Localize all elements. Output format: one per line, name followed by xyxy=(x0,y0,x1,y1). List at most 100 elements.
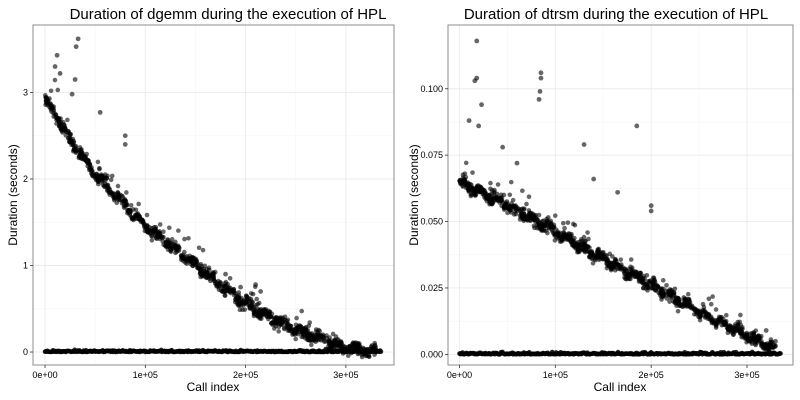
x-tick-label: 1e+05 xyxy=(543,370,568,380)
data-point xyxy=(647,281,653,286)
data-point xyxy=(131,216,137,221)
data-point xyxy=(697,312,702,317)
data-point xyxy=(744,339,749,345)
data-point xyxy=(250,291,256,297)
data-point xyxy=(660,278,666,283)
data-point xyxy=(733,328,739,334)
outlier-point xyxy=(474,38,480,44)
data-point xyxy=(227,285,233,291)
data-point xyxy=(83,154,88,159)
data-point xyxy=(97,165,102,171)
data-point xyxy=(736,328,742,334)
data-point xyxy=(464,181,469,187)
data-point xyxy=(169,237,175,242)
y-tick-label: 0.075 xyxy=(420,150,443,160)
data-point xyxy=(723,322,729,327)
data-point xyxy=(176,228,181,233)
data-point xyxy=(105,187,110,193)
data-point xyxy=(136,201,141,207)
data-point xyxy=(572,235,577,241)
data-point xyxy=(687,298,692,303)
data-point xyxy=(470,170,475,175)
outlier-point xyxy=(634,123,640,129)
x-tick-label: 3e+05 xyxy=(734,370,759,380)
data-point xyxy=(551,231,556,236)
outlier-point xyxy=(763,328,769,333)
data-point xyxy=(683,297,688,303)
data-point xyxy=(217,283,222,289)
data-point xyxy=(674,303,679,309)
data-point xyxy=(664,293,670,298)
data-point xyxy=(659,290,665,296)
data-point xyxy=(115,183,121,189)
data-point xyxy=(770,345,776,350)
data-point xyxy=(183,260,188,265)
data-point xyxy=(565,235,571,241)
data-point xyxy=(125,210,130,216)
data-point xyxy=(755,333,761,339)
data-point xyxy=(47,96,52,101)
data-point xyxy=(299,308,305,314)
x-axis-title: Call index xyxy=(187,380,240,394)
data-point xyxy=(198,261,204,267)
data-point xyxy=(598,252,603,258)
data-point xyxy=(740,326,745,332)
y-axis: 0 1 2 3 xyxy=(23,87,33,357)
outlier-point xyxy=(537,89,543,94)
data-point xyxy=(109,173,115,179)
data-point xyxy=(636,273,641,279)
data-point xyxy=(495,182,501,187)
x-axis: 0e+00 1e+05 2e+05 3e+05 xyxy=(32,365,359,380)
data-point xyxy=(632,274,638,280)
data-point xyxy=(706,296,712,302)
data-point xyxy=(352,345,357,351)
data-point xyxy=(655,284,661,290)
data-point xyxy=(520,216,526,221)
data-point xyxy=(192,255,197,261)
data-point xyxy=(53,112,59,117)
data-point xyxy=(708,301,714,307)
data-point xyxy=(567,231,572,236)
data-point xyxy=(466,188,472,194)
data-point xyxy=(356,350,362,356)
y-tick-label: 0.025 xyxy=(420,283,443,293)
outlier-point xyxy=(75,36,81,42)
data-point xyxy=(488,194,493,199)
data-point xyxy=(202,263,208,269)
data-point xyxy=(513,211,519,217)
data-point xyxy=(115,190,120,195)
chart-title: Duration of dtrsm during the execution o… xyxy=(464,6,768,23)
data-point xyxy=(727,324,733,329)
data-point xyxy=(692,311,697,317)
data-point xyxy=(243,299,249,305)
data-point xyxy=(765,350,771,356)
data-point xyxy=(236,298,242,304)
data-point xyxy=(209,272,215,277)
data-point xyxy=(457,178,462,184)
data-point xyxy=(346,346,352,352)
data-point xyxy=(250,299,256,305)
data-point xyxy=(608,266,614,271)
outlier-point xyxy=(581,142,587,147)
data-point xyxy=(610,261,616,267)
data-point xyxy=(536,212,542,218)
data-point xyxy=(264,311,270,316)
data-point xyxy=(595,249,600,255)
data-point xyxy=(159,234,164,239)
data-point xyxy=(330,331,336,337)
data-point xyxy=(463,160,469,166)
data-point xyxy=(589,249,595,254)
y-axis-title: Duration (seconds) xyxy=(407,144,421,245)
data-point xyxy=(340,343,345,348)
outlier-point xyxy=(615,189,621,195)
outlier-point xyxy=(536,96,542,102)
outlier-point xyxy=(54,52,60,58)
data-point xyxy=(222,293,228,298)
data-point xyxy=(240,307,245,313)
data-point xyxy=(505,210,510,216)
data-point xyxy=(463,174,469,180)
data-point xyxy=(773,338,778,344)
outlier-point xyxy=(238,284,243,290)
data-point xyxy=(716,314,722,320)
data-point xyxy=(70,136,76,142)
